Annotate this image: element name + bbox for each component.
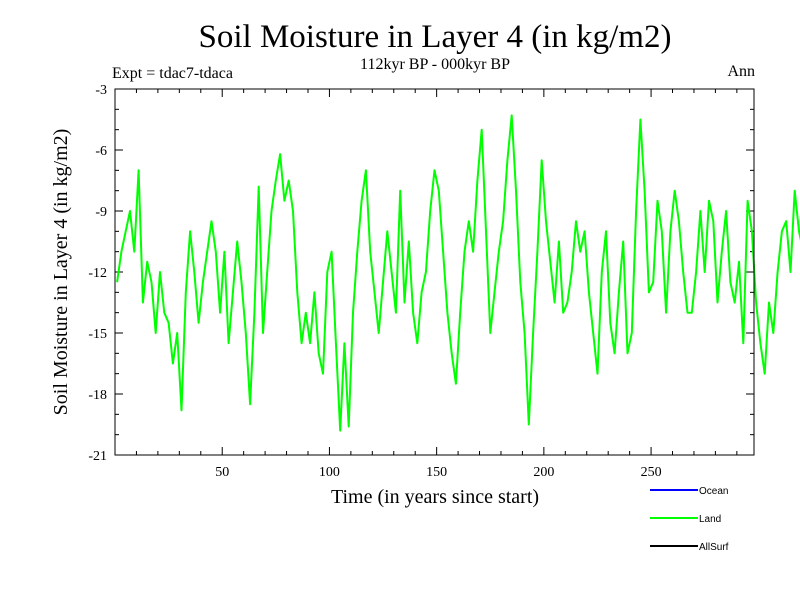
y-tick-label: -18: [88, 388, 107, 403]
x-tick-label: 150: [426, 465, 447, 480]
x-tick-label: 200: [533, 465, 554, 480]
y-tick-label: -15: [88, 327, 107, 342]
chart-title: Soil Moisture in Layer 4 (in kg/m2): [199, 19, 672, 55]
x-axis-label: Time (in years since start): [331, 486, 539, 508]
expt-label: Expt = tdac7-tdaca: [112, 65, 233, 82]
chart-subtitle: 112kyr BP - 000kyr BP: [360, 56, 510, 73]
legend-label-allsurf: AllSurf: [699, 542, 729, 553]
y-tick-label: -3: [95, 83, 107, 98]
y-tick-label: -12: [88, 266, 107, 281]
x-axis: 50 100 150 200 250: [135, 89, 738, 480]
series-line-land: [116, 114, 800, 432]
y-tick-label: -9: [95, 205, 107, 220]
y-tick-label: -21: [88, 449, 107, 464]
x-tick-label: 100: [319, 465, 340, 480]
legend-label-ocean: Ocean: [699, 486, 728, 497]
y-axis-label: Soil Moisture in Layer 4 (in kg/m2): [50, 129, 72, 416]
legend: Ocean Land AllSurf: [650, 486, 729, 553]
plot-frame: [114, 88, 755, 456]
series-layer: [116, 114, 800, 432]
legend-label-land: Land: [699, 514, 721, 525]
x-tick-label: 250: [641, 465, 662, 480]
y-tick-label: -6: [95, 144, 107, 159]
period-label: Ann: [727, 63, 755, 80]
x-tick-label: 50: [215, 465, 229, 480]
